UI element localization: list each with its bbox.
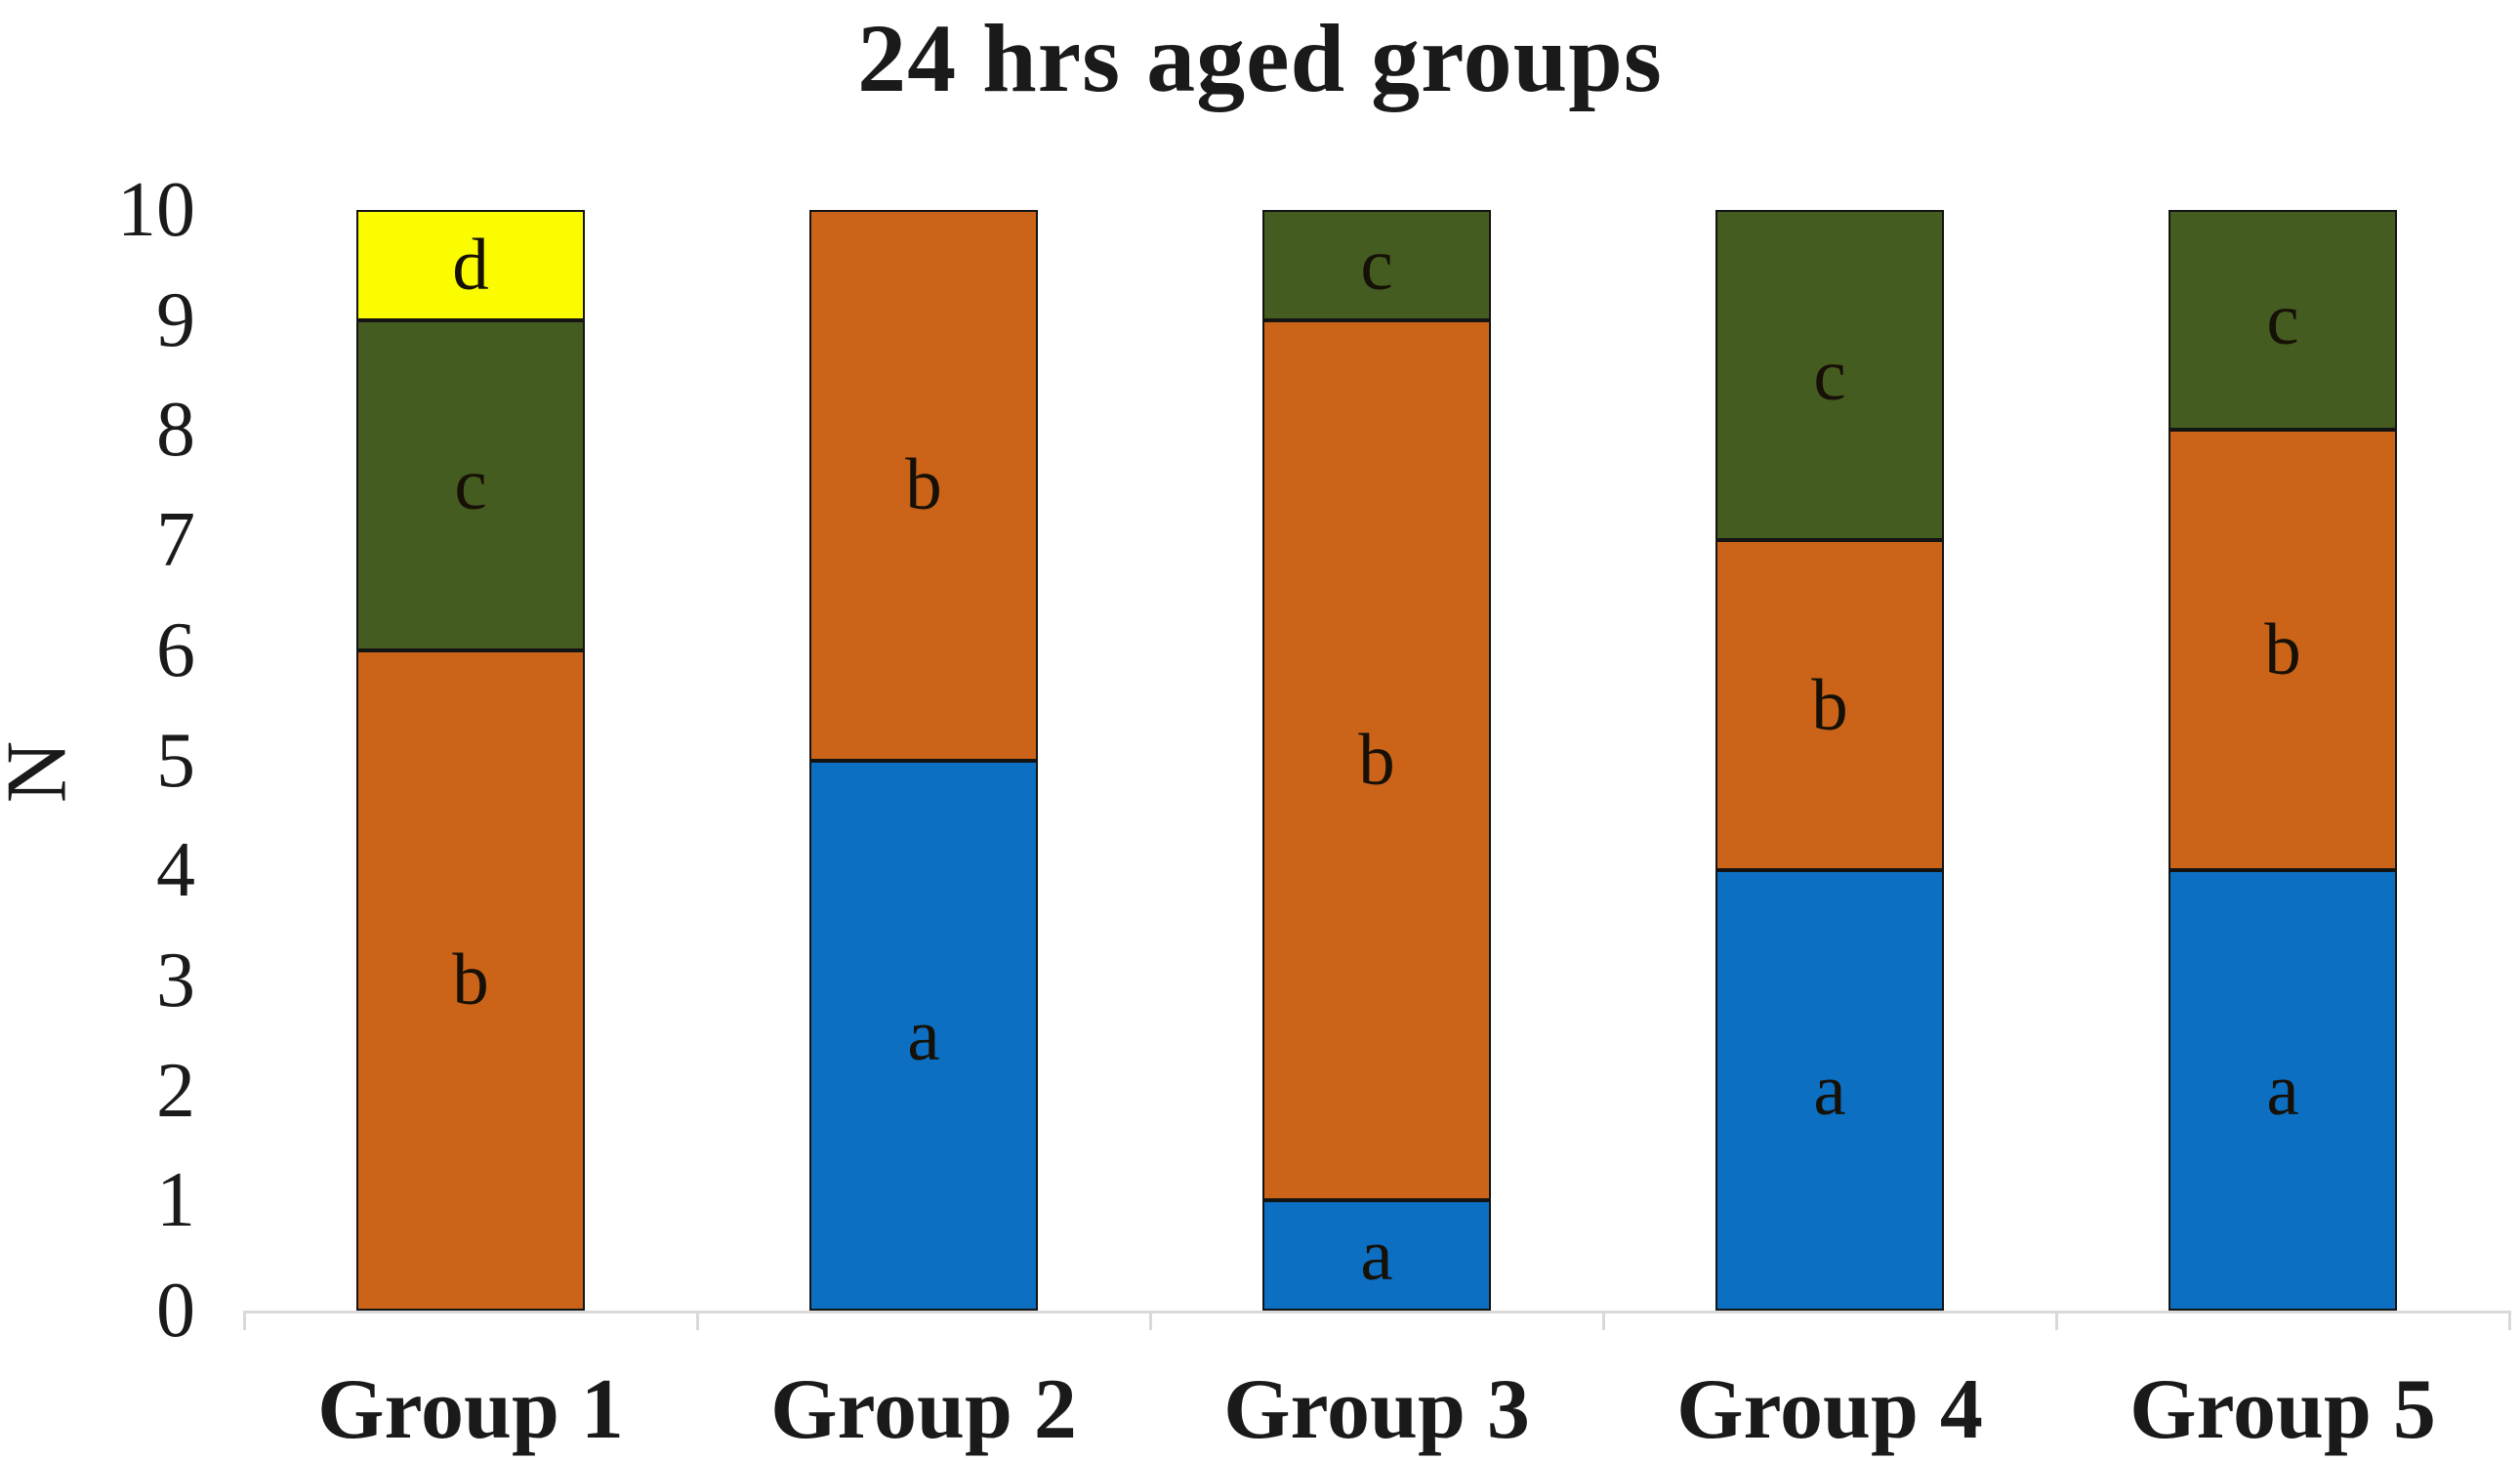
y-tick-label: 6 <box>156 606 195 693</box>
segment-label: b <box>1811 664 1848 746</box>
x-axis-line <box>244 1311 2509 1314</box>
bar-segment-a-group-3: a <box>1262 1200 1491 1311</box>
segment-label: a <box>1813 1050 1846 1132</box>
bar-segment-b-group-5: b <box>2169 430 2397 871</box>
x-axis-tick-mark <box>1602 1311 1605 1330</box>
x-axis-tick-mark <box>696 1311 699 1330</box>
bar-segment-c-group-1: c <box>356 319 585 650</box>
bar-segment-c-group-5: c <box>2169 210 2397 431</box>
segment-label: b <box>452 939 489 1022</box>
x-category-label: Group 5 <box>2129 1362 2436 1457</box>
x-category-label: Group 1 <box>317 1362 624 1457</box>
x-axis-tick-mark <box>2055 1311 2058 1330</box>
y-tick-label: 1 <box>156 1157 195 1244</box>
segment-label: a <box>2266 1050 2299 1132</box>
y-tick-label: 3 <box>156 937 195 1023</box>
bar-segment-a-group-4: a <box>1715 870 1944 1311</box>
y-tick-label: 7 <box>156 497 195 584</box>
bar-segment-b-group-3: b <box>1262 319 1491 1201</box>
y-tick-label: 0 <box>156 1268 195 1354</box>
bar-segment-a-group-2: a <box>809 760 1038 1311</box>
chart-title: 24 hrs aged groups <box>857 4 1663 112</box>
x-axis-tick-mark <box>1149 1311 1152 1330</box>
y-tick-label: 4 <box>156 827 195 914</box>
segment-label: b <box>1358 719 1395 801</box>
bar-segment-c-group-3: c <box>1262 210 1491 320</box>
segment-label: a <box>907 994 940 1076</box>
segment-label: c <box>1813 334 1846 416</box>
bar-segment-b-group-1: b <box>356 649 585 1311</box>
y-tick-label: 5 <box>156 717 195 804</box>
y-tick-label: 2 <box>156 1047 195 1134</box>
bar-segment-d-group-1: d <box>356 210 585 320</box>
segment-label: c <box>454 444 487 526</box>
bar-segment-a-group-5: a <box>2169 870 2397 1311</box>
segment-label: d <box>452 224 489 306</box>
x-axis-tick-mark <box>243 1311 246 1330</box>
y-tick-label: 9 <box>156 276 195 363</box>
bar-segment-c-group-4: c <box>1715 210 1944 541</box>
x-category-label: Group 4 <box>1676 1362 1983 1457</box>
y-tick-label: 8 <box>156 387 195 474</box>
x-category-label: Group 3 <box>1223 1362 1530 1457</box>
segment-label: c <box>1360 224 1393 306</box>
y-tick-label: 10 <box>117 167 195 253</box>
bar-segment-b-group-4: b <box>1715 540 1944 871</box>
segment-label: a <box>1360 1215 1393 1297</box>
segment-label: b <box>2264 609 2301 691</box>
segment-label: c <box>2266 279 2299 361</box>
segment-label: b <box>905 444 942 526</box>
bar-segment-b-group-2: b <box>809 210 1038 761</box>
x-axis-tick-mark <box>2508 1311 2511 1330</box>
x-category-label: Group 2 <box>770 1362 1077 1457</box>
